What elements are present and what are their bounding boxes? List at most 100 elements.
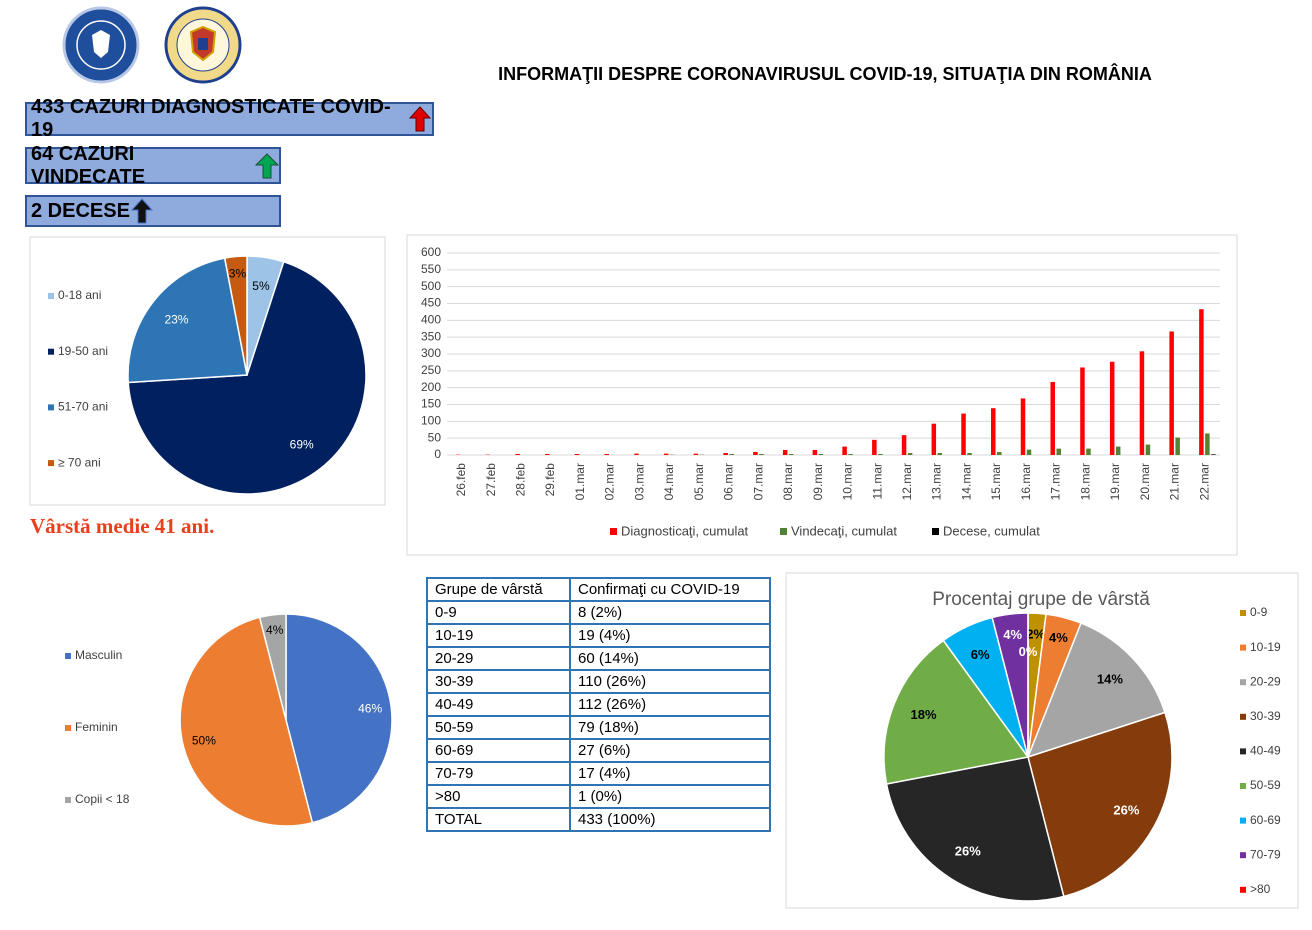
x-tick-label: 21.mar — [1168, 463, 1182, 500]
bar — [753, 451, 758, 455]
bar — [782, 449, 788, 455]
x-tick-label: 07.mar — [751, 463, 765, 500]
y-tick-label: 400 — [421, 313, 441, 327]
bar — [1205, 433, 1210, 455]
slice-label: 26% — [955, 843, 981, 858]
x-tick-label: 16.mar — [1019, 463, 1033, 500]
bar — [1145, 444, 1151, 455]
slice-label: 46% — [358, 702, 382, 716]
legend-swatch — [780, 528, 787, 535]
x-tick-label: 19.mar — [1108, 463, 1122, 500]
legend-swatch — [1240, 679, 1246, 686]
y-tick-label: 0 — [434, 447, 441, 461]
bar — [937, 452, 943, 455]
legend-swatch — [48, 460, 54, 467]
table-row: 70-79 17 (4%) — [426, 761, 771, 786]
table-row: 30-39 110 (26%) — [426, 669, 771, 694]
page-title: INFORMAŢII DESPRE CORONAVIRUSUL COVID-19… — [498, 64, 1152, 84]
slice-label: 4% — [1049, 630, 1068, 645]
legend-label: ≥ 70 ani — [58, 455, 101, 469]
legend-label: Decese, cumulat — [943, 523, 1040, 538]
bar — [931, 423, 937, 455]
x-tick-label: 28.feb — [513, 463, 527, 497]
bar — [812, 449, 818, 455]
bar — [515, 453, 520, 455]
arrow-up — [254, 152, 279, 178]
legend-swatch — [65, 653, 71, 659]
legend-swatch — [1240, 817, 1246, 824]
slice-label: 2% — [1026, 626, 1045, 641]
x-tick-label: 22.mar — [1197, 463, 1211, 500]
bar — [961, 413, 966, 455]
bar — [759, 453, 764, 455]
table-row: 40-49 112 (26%) — [426, 692, 771, 717]
x-tick-label: 26.feb — [454, 463, 468, 497]
table-cell: 19 (4%) — [569, 623, 771, 648]
bar — [1056, 448, 1061, 455]
slice-label: 14% — [1097, 672, 1123, 687]
legend-label: Feminin — [75, 720, 118, 734]
age-table: Grupe de vârstă Confirmaţi cu COVID-19 0-9… — [426, 577, 771, 832]
y-tick-label: 500 — [421, 279, 441, 293]
legend-swatch — [48, 293, 54, 299]
bar — [663, 453, 669, 455]
bar — [1086, 448, 1091, 455]
x-tick-label: 02.mar — [603, 463, 617, 500]
y-tick-label: 350 — [421, 329, 441, 343]
bar — [1175, 437, 1180, 455]
pie-slice — [179, 616, 314, 827]
bar — [545, 453, 550, 455]
legend-label: Copii < 18 — [75, 792, 130, 806]
y-tick-label: 600 — [421, 245, 441, 259]
pie-slice — [1027, 711, 1173, 898]
x-tick-label: 10.mar — [841, 463, 855, 500]
bar — [818, 453, 824, 455]
stat-text: 433 CAZURI DIAGNOSTICATE COVID-19 — [31, 96, 391, 141]
legend-label: >80 — [1250, 882, 1271, 896]
table-cell: 8 (2%) — [569, 600, 771, 625]
pie-slice — [127, 260, 367, 495]
slice-label: 3% — [229, 266, 247, 280]
legend-swatch — [610, 528, 617, 535]
bar — [997, 451, 1002, 455]
slice-label: 4% — [266, 623, 284, 637]
table-cell: 0-9 — [426, 600, 571, 625]
bar — [788, 453, 794, 455]
x-tick-label: 18.mar — [1078, 463, 1092, 500]
bar — [848, 453, 853, 455]
slice-label: 18% — [911, 707, 937, 722]
x-tick-label: 29.feb — [543, 463, 557, 497]
table-cell: 110 (26%) — [569, 669, 771, 694]
x-tick-label: 05.mar — [692, 463, 706, 500]
slice-label: 5% — [252, 279, 270, 293]
table-row: >80 1 (0%) — [426, 784, 771, 809]
pie-slice — [127, 257, 248, 384]
legend-label: 40-49 — [1250, 744, 1281, 758]
x-tick-label: 14.mar — [959, 463, 973, 500]
logo-government — [62, 6, 140, 84]
legend-swatch — [932, 528, 939, 535]
mean-age-note: Vârstă medie 41 ani. — [30, 514, 215, 538]
slice-label: 50% — [192, 733, 216, 747]
x-tick-label: 03.mar — [632, 463, 646, 500]
legend-label: 50-59 — [1250, 778, 1281, 792]
bar — [574, 453, 580, 455]
bar — [723, 452, 728, 455]
legend-swatch — [48, 404, 54, 411]
stat-box: 64 CAZURI VINDECATE — [25, 143, 281, 188]
bar — [872, 439, 877, 455]
bar — [901, 435, 907, 455]
table-cell: 10-19 — [426, 623, 571, 648]
bar — [1050, 381, 1055, 455]
slice-label: 69% — [290, 438, 314, 452]
bar — [907, 452, 913, 455]
stat-box: 2 DECESE — [25, 195, 281, 227]
legend-swatch — [1240, 852, 1246, 859]
table-cell: 79 (18%) — [569, 715, 771, 740]
slice-label: 0% — [1019, 644, 1038, 659]
bar — [842, 446, 847, 455]
table-cell: 60 (14%) — [569, 646, 771, 671]
table-cell: Grupe de vârstă — [426, 577, 571, 602]
